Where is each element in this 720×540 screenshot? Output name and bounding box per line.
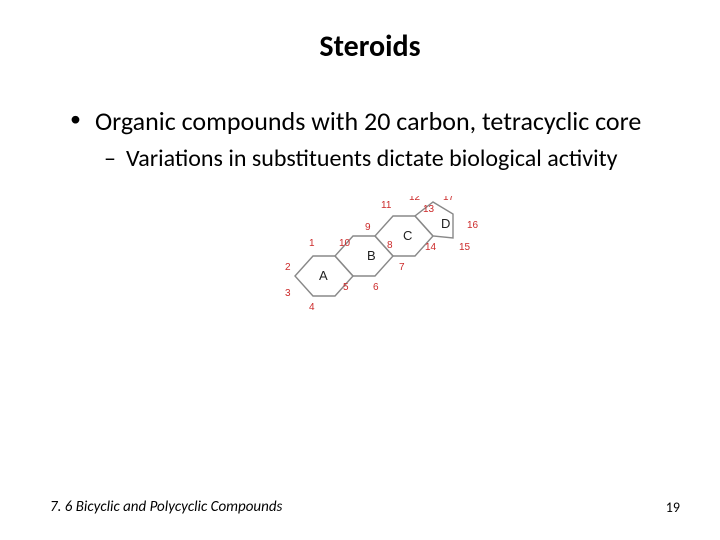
carbon-number-8: 8 xyxy=(387,240,393,251)
footer-page-number: 19 xyxy=(666,499,680,516)
carbon-number-10: 10 xyxy=(339,238,351,249)
carbon-number-14: 14 xyxy=(425,242,437,253)
carbon-number-6: 6 xyxy=(373,282,379,293)
carbon-number-17: 17 xyxy=(443,196,455,203)
carbon-number-9: 9 xyxy=(365,222,371,233)
carbon-number-3: 3 xyxy=(285,288,291,299)
bullet-lvl1-text: Organic compounds with 20 carbon, tetrac… xyxy=(95,105,641,138)
carbon-number-11: 11 xyxy=(381,200,392,211)
carbon-number-1: 1 xyxy=(309,238,315,249)
carbon-number-2: 2 xyxy=(285,262,291,273)
page-title: Steroids xyxy=(70,28,670,65)
ring-label-D: D xyxy=(441,216,450,231)
bullet-lvl2-text: Variations in substituents dictate biolo… xyxy=(126,144,618,174)
bullet-lvl1: • Organic compounds with 20 carbon, tetr… xyxy=(70,105,670,138)
carbon-number-13: 13 xyxy=(423,204,435,215)
slide: Steroids • Organic compounds with 20 car… xyxy=(0,0,720,540)
steroid-svg: ABCD1234567891011121314151617 xyxy=(255,196,485,326)
ring-label-A: A xyxy=(319,268,328,283)
steroid-diagram: ABCD1234567891011121314151617 xyxy=(70,196,670,326)
ring-label-B: B xyxy=(367,248,376,263)
carbon-number-4: 4 xyxy=(309,302,315,313)
carbon-number-5: 5 xyxy=(343,282,349,293)
ring-label-C: C xyxy=(403,228,412,243)
carbon-number-16: 16 xyxy=(467,220,479,231)
bullet-lvl2: – Variations in substituents dictate bio… xyxy=(104,144,670,174)
carbon-number-12: 12 xyxy=(409,196,421,203)
bullet-list: • Organic compounds with 20 carbon, tetr… xyxy=(70,105,670,174)
bullet-dash-icon: – xyxy=(104,144,116,174)
bullet-dot-icon: • xyxy=(70,105,81,134)
footer-section: 7. 6 Bicyclic and Polycyclic Compounds xyxy=(50,498,282,516)
carbon-number-15: 15 xyxy=(459,242,471,253)
carbon-number-7: 7 xyxy=(399,262,405,273)
